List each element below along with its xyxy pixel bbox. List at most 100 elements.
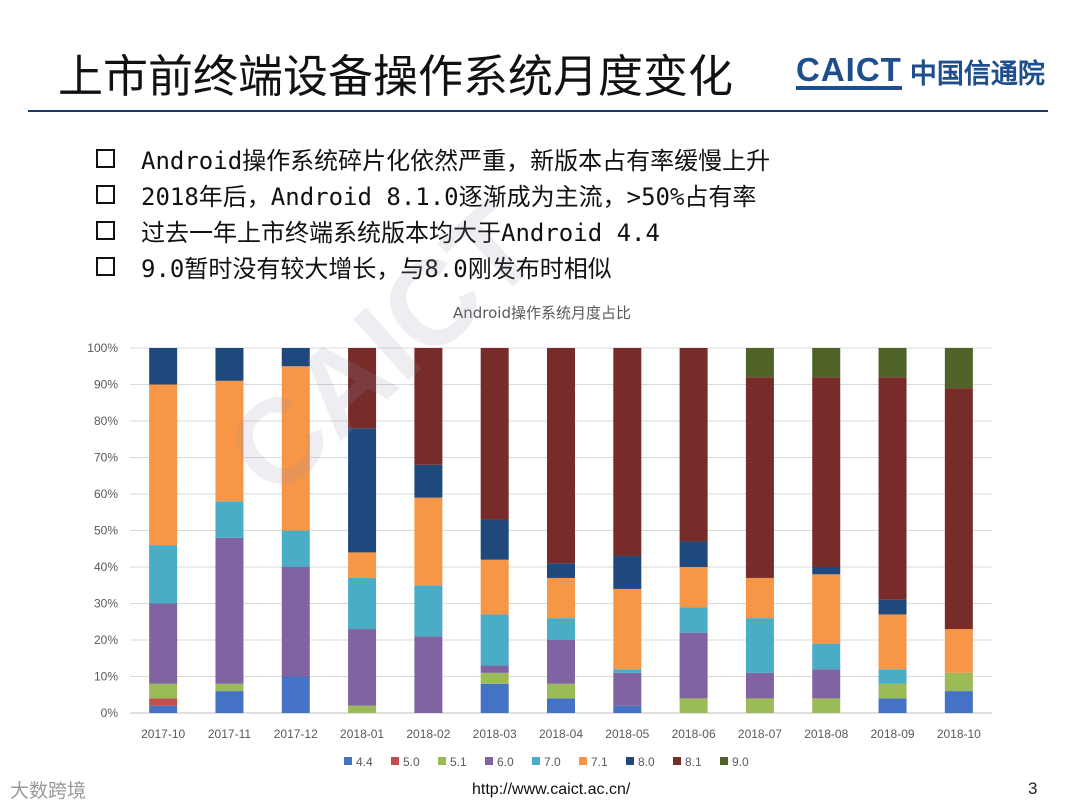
x-tick-label: 2018-04: [539, 727, 583, 741]
legend-label: 7.0: [544, 755, 561, 769]
bullet-item: 2018年后，Android 8.1.0逐渐成为主流，>50%占有率: [96, 176, 770, 212]
legend-swatch: [720, 757, 728, 765]
y-tick-label: 20%: [94, 633, 118, 647]
bar-segment-7-0: [679, 607, 708, 633]
legend-label: 5.0: [403, 755, 420, 769]
legend-label: 4.4: [356, 755, 373, 769]
bar-segment-7-1: [613, 588, 642, 670]
page-number: 3: [1028, 779, 1038, 798]
bar-segment-6-0: [414, 636, 443, 713]
y-tick-label: 10%: [94, 670, 118, 684]
bar-segment-6-0: [149, 603, 178, 684]
y-tick-label: 70%: [94, 451, 118, 465]
x-tick-label: 2017-12: [274, 727, 318, 741]
legend-swatch: [579, 757, 587, 765]
y-tick-label: 100%: [87, 341, 118, 355]
bar-segment-8-0: [679, 541, 708, 567]
stacked-bar-chart: Android操作系统月度占比 0% 10% 20% 30% 40% 50% 60% 70% 8…: [87, 304, 992, 769]
x-tick-label: 2018-10: [937, 727, 981, 741]
bullet-list: Android操作系统碎片化依然严重，新版本占有率缓慢上升 2018年后，And…: [96, 140, 770, 284]
x-tick-label: 2017-11: [208, 727, 251, 741]
bar-segment-7-1: [679, 567, 708, 608]
bar-segment-5-1: [679, 698, 708, 713]
bar-segment-5-1: [480, 672, 509, 684]
y-tick-label: 90%: [94, 378, 118, 392]
bar-segment-7-1: [878, 614, 907, 670]
bar-segment-7-0: [613, 669, 642, 673]
bar-segment-6-0: [215, 537, 244, 684]
bar-segment-5-1: [745, 698, 774, 713]
bar-segment-7-1: [547, 577, 575, 619]
bar-segment-8-0: [812, 567, 841, 575]
bar-segment-7-1: [944, 629, 973, 673]
bar-segment-8-1: [812, 377, 841, 567]
bar-segment-7-1: [812, 574, 841, 644]
legend-swatch: [673, 757, 681, 765]
bar-segment-6-0: [480, 665, 509, 673]
bar-segment-5-1: [215, 683, 244, 692]
bar-stacks: [149, 348, 973, 713]
bar-segment-9-0: [745, 348, 774, 378]
bar-segment-8-1: [348, 348, 377, 429]
footer-url[interactable]: http://www.caict.ac.cn/: [472, 781, 631, 798]
x-tick-label: 2018-01: [340, 727, 384, 741]
chart-legend: 4.4 5.0 5.1 6.0 7.0 7.1 8.0 8.1 9.0: [344, 755, 749, 769]
legend-swatch: [485, 757, 493, 765]
bar-segment-7-0: [215, 501, 244, 538]
legend-label: 8.1: [685, 755, 702, 769]
bar-segment-4-4: [944, 691, 973, 713]
bar-segment-6-0: [812, 669, 841, 699]
chart-title: Android操作系统月度占比: [453, 304, 631, 322]
bar-segment-8-1: [944, 388, 973, 630]
bar-segment-5-0: [149, 698, 178, 706]
y-tick-label: 60%: [94, 487, 118, 501]
bar-segment-6-0: [348, 629, 377, 706]
y-tick-label: 30%: [94, 597, 118, 611]
bar-segment-7-1: [281, 366, 310, 531]
bar-segment-8-0: [281, 348, 310, 367]
bar-segment-8-0: [348, 428, 377, 553]
slide-title: 上市前终端设备操作系统月度变化: [58, 50, 734, 103]
bar-segment-8-0: [149, 348, 178, 385]
x-tick-label: 2018-08: [804, 727, 848, 741]
bar-segment-8-0: [547, 563, 575, 578]
bar-segment-7-0: [348, 577, 377, 630]
bar-segment-9-0: [878, 348, 907, 378]
bar-segment-8-1: [679, 348, 708, 542]
bar-segment-7-0: [547, 618, 575, 640]
bar-segment-8-1: [745, 377, 774, 578]
bar-segment-6-0: [547, 640, 575, 684]
checkbox-bullet-icon: [96, 184, 115, 204]
bar-segment-7-0: [745, 618, 774, 673]
bar-segment-4-4: [149, 705, 178, 713]
bar-segment-8-0: [878, 599, 907, 615]
bar-segment-5-1: [878, 683, 907, 699]
bar-segment-4-4: [215, 691, 244, 713]
bar-segment-5-1: [812, 698, 841, 713]
x-tick-label: 2018-07: [738, 727, 782, 741]
bar-segment-7-0: [281, 530, 310, 567]
bar-segment-7-0: [878, 669, 907, 684]
bullet-item: Android操作系统碎片化依然严重，新版本占有率缓慢上升: [96, 140, 770, 176]
y-axis-labels: 0% 10% 20% 30% 40% 50% 60% 70% 80% 90% 100%: [87, 341, 118, 720]
bar-segment-6-0: [745, 672, 774, 699]
bar-segment-7-1: [149, 384, 178, 546]
bar-segment-8-0: [414, 464, 443, 498]
bar-segment-6-0: [613, 672, 642, 706]
x-tick-label: 2017-10: [141, 727, 185, 741]
bar-segment-5-1: [944, 672, 973, 692]
bar-segment-7-1: [414, 497, 443, 586]
bar-segment-8-0: [613, 556, 642, 589]
x-tick-label: 2018-06: [672, 727, 716, 741]
bullet-item: 过去一年上市终端系统版本均大于Android 4.4: [96, 212, 770, 248]
bar-segment-4-4: [480, 683, 509, 713]
bar-segment-8-1: [613, 348, 642, 557]
bar-segment-8-1: [480, 348, 509, 520]
bar-segment-7-0: [812, 643, 841, 670]
checkbox-bullet-icon: [96, 220, 115, 240]
legend-swatch: [532, 757, 540, 765]
legend-label: 6.0: [497, 755, 514, 769]
bullet-text: Android操作系统碎片化依然严重，新版本占有率缓慢上升: [141, 146, 771, 175]
x-tick-label: 2018-09: [871, 727, 915, 741]
bullet-item: 9.0暂时没有较大增长，与8.0刚发布时相似: [96, 248, 770, 284]
